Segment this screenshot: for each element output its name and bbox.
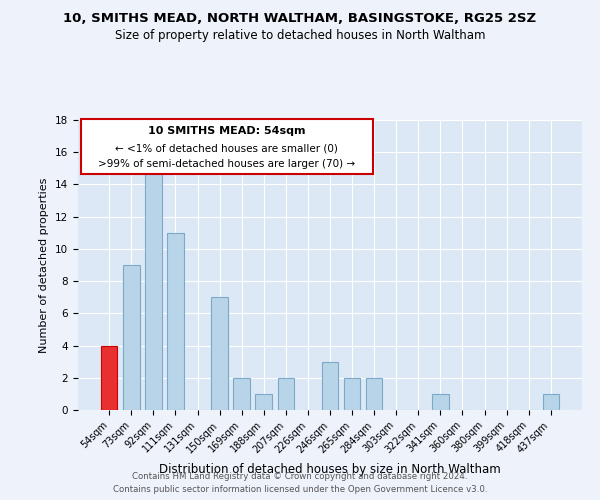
- Text: Contains HM Land Registry data © Crown copyright and database right 2024.: Contains HM Land Registry data © Crown c…: [132, 472, 468, 481]
- X-axis label: Distribution of detached houses by size in North Waltham: Distribution of detached houses by size …: [159, 463, 501, 476]
- Bar: [145, 168, 161, 410]
- Bar: [542, 394, 559, 410]
- Text: Size of property relative to detached houses in North Waltham: Size of property relative to detached ho…: [115, 29, 485, 42]
- Bar: [278, 378, 294, 410]
- Bar: [167, 233, 184, 410]
- Bar: [233, 378, 250, 410]
- Bar: [432, 394, 449, 410]
- Text: ← <1% of detached houses are smaller (0): ← <1% of detached houses are smaller (0): [115, 144, 338, 154]
- Bar: [366, 378, 382, 410]
- Bar: [322, 362, 338, 410]
- FancyBboxPatch shape: [80, 118, 373, 174]
- Text: 10, SMITHS MEAD, NORTH WALTHAM, BASINGSTOKE, RG25 2SZ: 10, SMITHS MEAD, NORTH WALTHAM, BASINGST…: [64, 12, 536, 26]
- Bar: [101, 346, 118, 410]
- Bar: [123, 265, 140, 410]
- Text: >99% of semi-detached houses are larger (70) →: >99% of semi-detached houses are larger …: [98, 160, 355, 170]
- Bar: [256, 394, 272, 410]
- Text: 10 SMITHS MEAD: 54sqm: 10 SMITHS MEAD: 54sqm: [148, 126, 305, 136]
- Bar: [344, 378, 361, 410]
- Y-axis label: Number of detached properties: Number of detached properties: [40, 178, 49, 352]
- Bar: [211, 297, 228, 410]
- Text: Contains public sector information licensed under the Open Government Licence v3: Contains public sector information licen…: [113, 485, 487, 494]
